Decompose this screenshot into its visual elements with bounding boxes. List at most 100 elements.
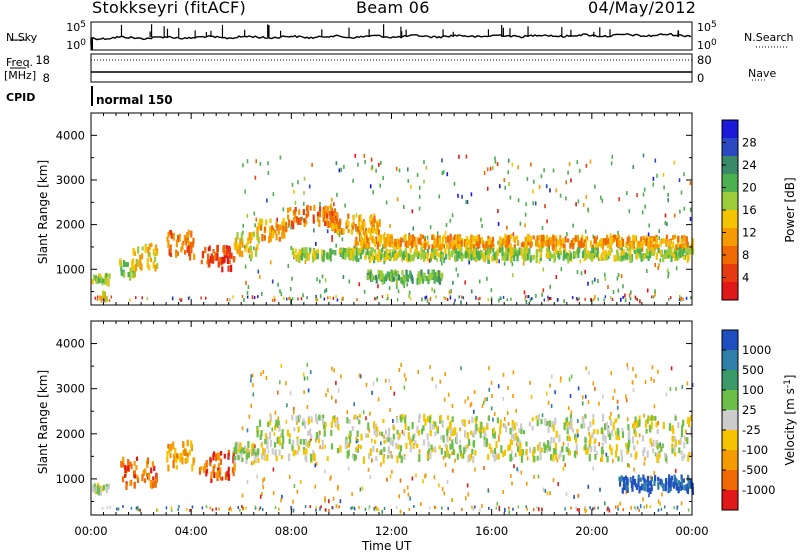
range-cell: [417, 430, 420, 436]
scatter-point: [336, 192, 338, 197]
range-cell: [628, 439, 631, 448]
scatter-point: [498, 259, 500, 264]
range-cell: [245, 457, 248, 465]
scatter-point: [250, 257, 252, 262]
near-range-point: [137, 506, 139, 509]
range-cell: [216, 470, 219, 478]
range-cell: [641, 484, 644, 491]
scatter-point: [262, 485, 265, 490]
scatter-point: [353, 245, 355, 250]
scatter-point: [684, 435, 686, 440]
range-cell: [102, 278, 105, 284]
scatter-point: [269, 260, 272, 265]
near-range-point: [171, 296, 174, 300]
range-cell: [675, 244, 678, 251]
scatter-point: [628, 463, 630, 468]
range-cell: [647, 480, 650, 487]
range-cell: [302, 418, 305, 423]
range-cell: [662, 421, 665, 430]
y-tick-label: 2000: [56, 427, 85, 441]
range-cell: [586, 448, 589, 454]
range-cell: [257, 457, 260, 463]
range-cell: [574, 452, 577, 458]
range-cell: [426, 416, 429, 422]
scatter-point: [572, 223, 574, 228]
scatter-point: [683, 206, 686, 211]
range-cell: [673, 444, 676, 452]
range-cell: [419, 238, 422, 245]
range-cell: [322, 206, 326, 213]
near-range-point: [320, 505, 322, 509]
scatter-point: [303, 191, 305, 196]
range-cell: [288, 219, 291, 226]
range-cell: [219, 476, 222, 481]
range-cell: [283, 231, 286, 238]
range-cell: [207, 247, 210, 252]
range-cell: [210, 471, 213, 479]
range-cell: [638, 415, 641, 421]
scatter-point: [253, 246, 255, 251]
scatter-point: [498, 437, 500, 442]
range-cell: [297, 415, 300, 423]
scatter-point: [497, 222, 500, 226]
scatter-point: [472, 507, 475, 511]
scatter-point: [493, 412, 496, 416]
scatter-point: [433, 475, 436, 480]
range-cell: [305, 213, 308, 219]
range-cell: [269, 439, 273, 447]
near-range-point: [323, 297, 326, 301]
range-cell: [135, 456, 139, 461]
range-cell: [677, 241, 680, 248]
range-cell: [218, 452, 221, 461]
range-cell: [607, 250, 610, 256]
range-cell: [423, 413, 426, 422]
range-cell: [545, 235, 548, 241]
range-cell: [639, 249, 642, 255]
scatter-point: [681, 384, 684, 389]
range-cell: [266, 442, 269, 449]
range-cell: [263, 229, 266, 234]
scatter-point: [689, 207, 692, 212]
range-cell: [497, 454, 500, 460]
near-range-point: [676, 507, 678, 511]
range-cell: [378, 219, 381, 227]
range-cell: [517, 439, 520, 446]
range-cell: [365, 251, 368, 257]
range-cell: [469, 453, 472, 462]
scatter-point: [498, 434, 500, 439]
range-cell: [380, 274, 383, 280]
scatter-point: [490, 296, 493, 301]
range-cell: [675, 252, 678, 259]
scatter-point: [380, 160, 382, 165]
range-cell: [246, 237, 250, 245]
range-cell: [374, 253, 378, 260]
scatter-point: [654, 292, 656, 297]
scatter-point: [659, 442, 661, 447]
range-cell: [303, 449, 306, 455]
near-range-point: [331, 506, 333, 510]
range-cell: [439, 415, 442, 421]
range-cell: [629, 243, 632, 250]
range-cell: [230, 252, 233, 259]
range-cell: [392, 270, 395, 276]
range-cell: [539, 241, 542, 249]
range-cell: [418, 415, 421, 423]
near-range-point: [290, 505, 292, 509]
range-cell: [435, 249, 438, 257]
range-cell: [166, 236, 169, 242]
scatter-point: [596, 450, 598, 455]
scatter-point: [453, 181, 456, 186]
range-cell: [359, 241, 362, 247]
range-cell: [515, 235, 519, 240]
scatter-point: [617, 230, 619, 235]
scatter-point: [255, 159, 257, 164]
range-cell: [615, 444, 618, 452]
scatter-point: [577, 433, 579, 438]
range-cell: [285, 226, 288, 232]
range-cell: [326, 206, 329, 214]
scatter-point: [410, 184, 412, 189]
scatter-point: [458, 154, 460, 159]
range-cell: [509, 249, 512, 255]
range-cell: [374, 229, 378, 234]
range-cell: [346, 417, 349, 424]
